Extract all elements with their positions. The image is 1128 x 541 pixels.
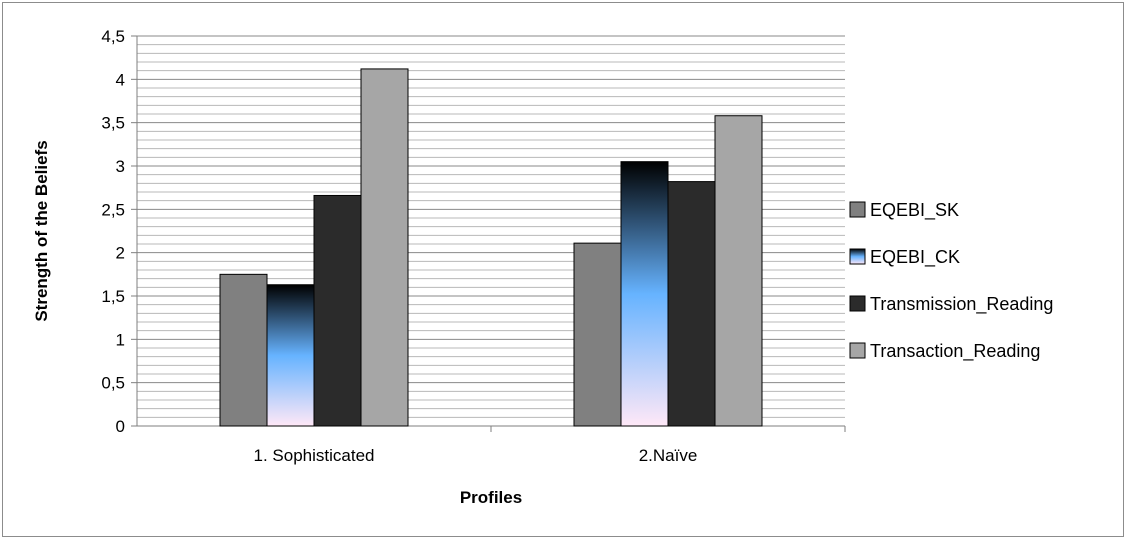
- legend-label: Transaction_Reading: [870, 341, 1040, 362]
- y-tick-label: 0,5: [101, 374, 125, 393]
- x-tick-label: 2.Naïve: [639, 446, 698, 465]
- y-tick-label: 2: [116, 244, 125, 263]
- y-tick-label: 3: [116, 157, 125, 176]
- bar-eqebi-sk-2: [573, 242, 622, 427]
- bar-eqebi-ck-1: [266, 284, 315, 427]
- bar-eqebi-ck-2: [620, 161, 669, 427]
- legend-swatch-eqebi-ck: [849, 248, 866, 265]
- y-tick-label: 0: [116, 417, 125, 436]
- bars: [219, 68, 763, 427]
- bar-eqebi-sk-1: [219, 273, 268, 427]
- legend: EQEBI_SK EQEBI_CK Transmission_Reading Tran…: [849, 200, 1053, 362]
- x-tick-label: 1. Sophisticated: [254, 446, 375, 465]
- legend-label: EQEBI_SK: [870, 200, 959, 221]
- bar-chart: 0 0,5 1 1,5 2 2,5 3 3,5 4 4,5 1. Sophisticated 2.Na…: [32, 27, 1053, 507]
- legend-swatch-transmission-reading: [849, 295, 866, 312]
- y-tick-label: 4,5: [101, 27, 125, 46]
- legend-label: EQEBI_CK: [870, 247, 960, 268]
- y-tick-label: 1,5: [101, 287, 125, 306]
- y-tick-label: 1: [116, 330, 125, 349]
- tick-labels: 0 0,5 1 1,5 2 2,5 3 3,5 4 4,5 1. Sophisticated 2.Na…: [101, 27, 697, 465]
- legend-swatch-transaction-reading: [849, 342, 866, 359]
- y-tick-label: 3,5: [101, 114, 125, 133]
- bar-transaction-reading-2: [714, 115, 763, 427]
- legend-swatch-eqebi-sk: [849, 201, 866, 218]
- y-axis-title: Strength of the Beliefs: [32, 140, 51, 321]
- y-tick-label: 2,5: [101, 200, 125, 219]
- bar-transmission-reading-2: [667, 181, 716, 427]
- bar-transmission-reading-1: [313, 194, 362, 427]
- x-axis-title: Profiles: [460, 488, 522, 507]
- y-tick-label: 4: [116, 70, 125, 89]
- bar-transaction-reading-1: [360, 68, 409, 427]
- legend-label: Transmission_Reading: [870, 294, 1053, 315]
